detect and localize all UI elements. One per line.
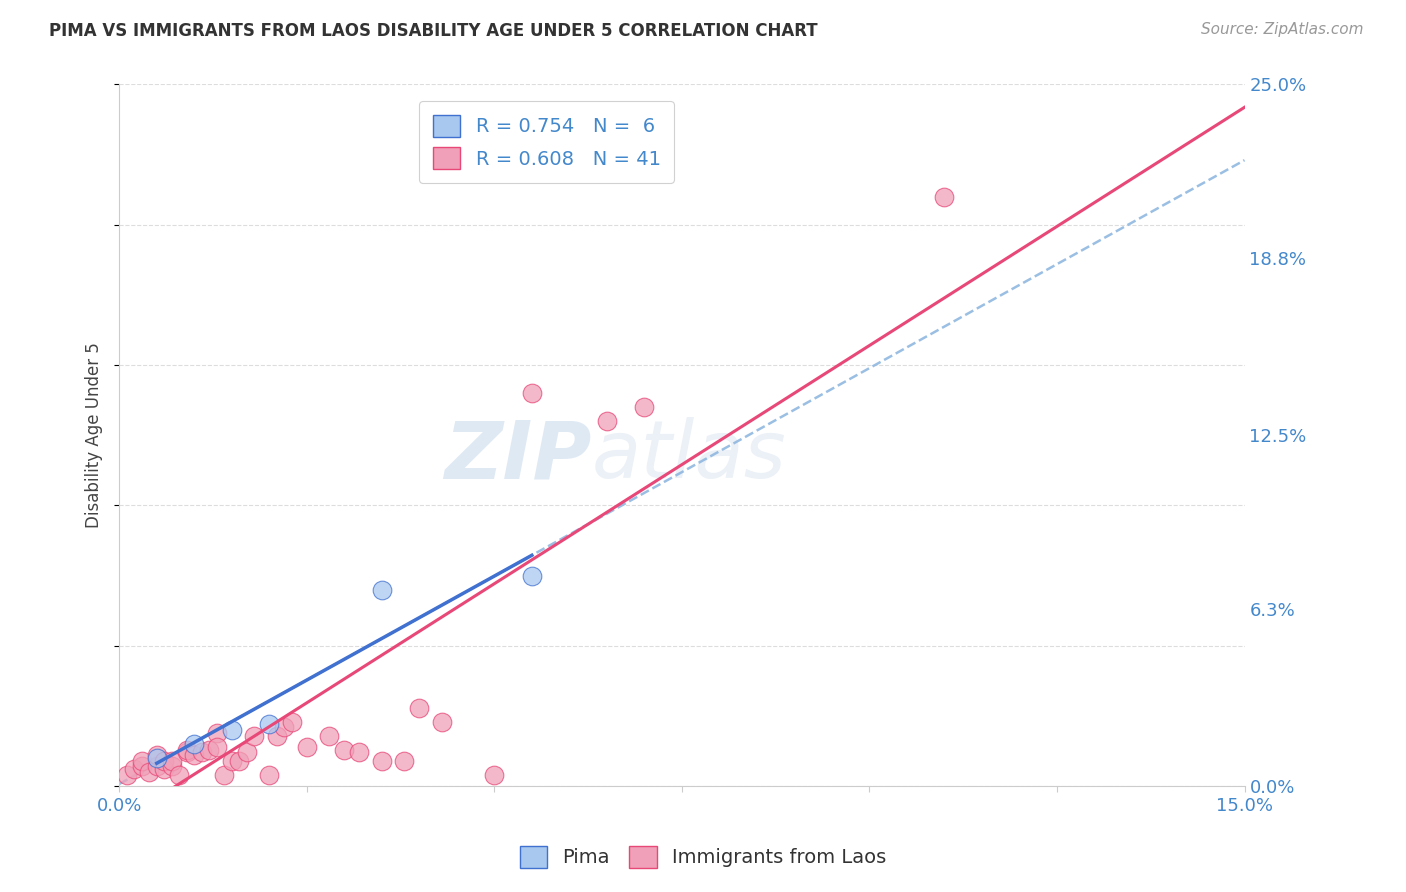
- Point: [273, 720, 295, 734]
- Point: [160, 759, 183, 773]
- Point: [153, 762, 176, 776]
- Text: PIMA VS IMMIGRANTS FROM LAOS DISABILITY AGE UNDER 5 CORRELATION CHART: PIMA VS IMMIGRANTS FROM LAOS DISABILITY …: [49, 22, 818, 40]
- Point: [205, 726, 228, 740]
- Point: [176, 746, 198, 760]
- Point: [243, 729, 266, 743]
- Point: [408, 700, 430, 714]
- Point: [633, 401, 655, 415]
- Point: [124, 762, 146, 776]
- Point: [115, 768, 138, 782]
- Point: [596, 414, 619, 428]
- Text: Source: ZipAtlas.com: Source: ZipAtlas.com: [1201, 22, 1364, 37]
- Point: [236, 746, 259, 760]
- Point: [221, 754, 243, 768]
- Point: [146, 751, 169, 765]
- Point: [266, 729, 288, 743]
- Point: [484, 768, 506, 782]
- Point: [221, 723, 243, 737]
- Point: [394, 754, 416, 768]
- Point: [318, 729, 340, 743]
- Point: [520, 386, 543, 401]
- Point: [146, 759, 169, 773]
- Point: [333, 742, 356, 756]
- Text: ZIP: ZIP: [444, 417, 592, 495]
- Point: [153, 754, 176, 768]
- Point: [430, 714, 453, 729]
- Point: [138, 765, 160, 780]
- Point: [371, 754, 394, 768]
- Text: atlas: atlas: [592, 417, 786, 495]
- Point: [198, 742, 221, 756]
- Point: [295, 739, 318, 754]
- Point: [371, 582, 394, 597]
- Point: [176, 742, 198, 756]
- Point: [259, 717, 281, 731]
- Y-axis label: Disability Age Under 5: Disability Age Under 5: [86, 343, 103, 528]
- Point: [228, 754, 250, 768]
- Point: [169, 768, 191, 782]
- Point: [131, 754, 153, 768]
- Point: [183, 748, 205, 763]
- Point: [131, 759, 153, 773]
- Point: [160, 754, 183, 768]
- Point: [214, 768, 236, 782]
- Point: [281, 714, 304, 729]
- Legend: R = 0.754   N =  6, R = 0.608   N = 41: R = 0.754 N = 6, R = 0.608 N = 41: [419, 101, 675, 183]
- Point: [934, 190, 956, 204]
- Legend: Pima, Immigrants from Laos: Pima, Immigrants from Laos: [510, 836, 896, 878]
- Point: [205, 739, 228, 754]
- Point: [349, 746, 371, 760]
- Point: [183, 737, 205, 751]
- Point: [191, 746, 214, 760]
- Point: [520, 568, 543, 582]
- Point: [259, 768, 281, 782]
- Point: [146, 748, 169, 763]
